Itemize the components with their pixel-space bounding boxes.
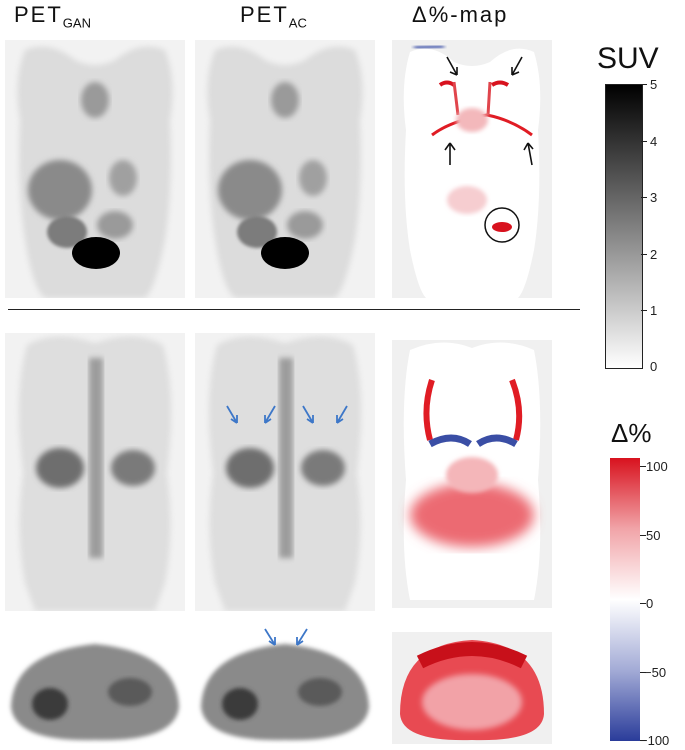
header-delta-map: Δ%-map	[412, 2, 509, 27]
suv-tickmark-3	[641, 197, 647, 198]
delta-tick-label: 50	[646, 528, 661, 543]
pet-ac-coronal-anterior	[195, 40, 375, 298]
delta-colorbar	[610, 458, 640, 741]
suv-tickmark-4	[641, 141, 647, 142]
delta-tickmark-neg50	[640, 672, 646, 673]
delta-tick-label: −100	[640, 733, 670, 748]
suv-tickmark-5	[641, 84, 647, 85]
suv-colorbar	[605, 84, 643, 369]
suv-tick-label: 0	[650, 359, 658, 374]
pet-ac-axial	[195, 625, 375, 744]
header-pet-gan: PETGAN	[14, 2, 91, 31]
blue-arrows-posterior	[226, 405, 348, 424]
suv-tickmark-1	[641, 310, 647, 311]
delta-colorbar-title: Δ%	[611, 418, 652, 448]
pet-gan-coronal-anterior	[5, 40, 185, 298]
suv-tick-label: 4	[650, 134, 658, 149]
delta-tickmark-0	[640, 603, 646, 604]
blue-arrows-axial	[264, 628, 308, 646]
suv-colorbar-title: SUV	[597, 42, 659, 75]
pet-gan-coronal-posterior	[5, 333, 185, 611]
delta-tick-label: −50	[644, 665, 667, 680]
suv-tick-label: 2	[650, 247, 658, 262]
header-pet-ac: PETAC	[240, 2, 307, 31]
delta-map-axial	[392, 632, 552, 744]
pet-gan-axial	[5, 632, 185, 744]
delta-tickmark-50	[640, 535, 646, 536]
suv-tick-label: 3	[650, 190, 658, 205]
suv-tick-label: 1	[650, 303, 658, 318]
delta-map-coronal-anterior	[392, 40, 552, 298]
pet-ac-coronal-posterior	[195, 333, 375, 611]
delta-tick-label: 100	[646, 459, 668, 474]
delta-tickmark-neg100	[640, 740, 646, 741]
row-separator	[8, 309, 580, 310]
delta-tickmark-100	[640, 466, 646, 467]
delta-tick-label: 0	[646, 596, 654, 611]
suv-tick-label: 5	[650, 77, 658, 92]
delta-map-coronal-posterior	[392, 340, 552, 608]
suv-tickmark-2	[641, 254, 647, 255]
